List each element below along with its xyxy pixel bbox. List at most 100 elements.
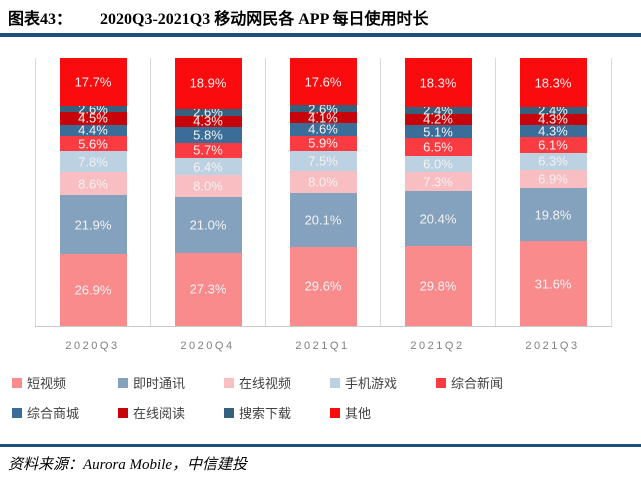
legend-swatch: [330, 377, 340, 388]
segment-label: 6.9%: [538, 171, 568, 187]
bar-segment-在线视频: 8.0%: [289, 171, 357, 193]
bar-segment-其他: 18.3%: [404, 58, 472, 108]
legend-label: 在线阅读: [133, 406, 186, 421]
bar-segment-即时通讯: 21.9%: [59, 195, 127, 254]
bar-segment-手机游戏: 6.0%: [404, 155, 472, 172]
bar-segment-综合商城: 4.4%: [59, 122, 127, 138]
category-column: 29.6% 20.1% 8.0% 7.5% 5.9% 4.6% 4.1% 2.6% 17.6%: [265, 58, 380, 326]
x-axis-label: 2020Q4: [180, 340, 235, 352]
bar-segment-即时通讯: 20.1%: [289, 192, 357, 247]
bar-segment-即时通讯: 20.4%: [404, 191, 472, 247]
legend-swatch: [224, 407, 234, 418]
bar-segment-手机游戏: 7.8%: [59, 151, 127, 173]
segment-label: 6.0%: [423, 156, 453, 172]
legend-item-搜索下载: 搜索下载: [224, 403, 330, 422]
legend-label: 综合新闻: [451, 376, 504, 391]
segment-label: 29.8%: [419, 278, 457, 294]
segment-label: 4.1%: [308, 110, 338, 126]
figure-title: 图表43： 2020Q3-2021Q3 移动网民各 APP 每日使用时长: [0, 0, 641, 29]
legend-item-手机游戏: 手机游戏: [330, 373, 436, 392]
bar-segment-即时通讯: 19.8%: [519, 188, 587, 242]
bar-segment-在线视频: 6.9%: [519, 169, 587, 189]
stacked-bar: 31.6% 19.8% 6.9% 6.3% 6.1% 4.3% 4.3% 2.4% 18.3%: [519, 58, 587, 326]
segment-label: 21.0%: [189, 217, 227, 233]
segment-label: 20.1%: [304, 212, 342, 228]
legend-item-即时通讯: 即时通讯: [118, 373, 224, 392]
segment-label: 19.8%: [534, 207, 572, 223]
segment-label: 21.9%: [74, 217, 112, 233]
source-note: 资料来源：Aurora Mobile，中信建投: [8, 457, 248, 473]
segment-label: 4.3%: [538, 123, 568, 139]
segment-label: 18.3%: [419, 75, 457, 91]
segment-label: 4.5%: [78, 110, 108, 126]
legend-label: 搜索下载: [239, 406, 292, 421]
segment-label: 5.8%: [193, 127, 223, 143]
bar-segment-手机游戏: 7.5%: [289, 151, 357, 172]
bar-segment-在线视频: 7.3%: [404, 171, 472, 192]
legend-swatch: [118, 407, 128, 418]
segment-label: 5.7%: [193, 142, 223, 158]
x-axis-labels: 2020Q3 2020Q4 2021Q1 2021Q2 2021Q3: [35, 340, 612, 352]
segment-label: 2.6%: [308, 101, 338, 117]
segment-label: 5.9%: [308, 135, 338, 151]
legend-swatch: [12, 407, 22, 418]
segment-label: 8.0%: [193, 178, 223, 194]
footer-divider: [0, 444, 641, 447]
segment-label: 6.4%: [193, 159, 223, 175]
bar-segment-综合商城: 4.6%: [289, 121, 357, 137]
legend-item-在线视频: 在线视频: [224, 373, 330, 392]
legend-swatch: [12, 377, 22, 388]
legend-item-综合新闻: 综合新闻: [436, 373, 542, 392]
bar-segment-手机游戏: 6.4%: [174, 158, 242, 176]
x-axis-label: 2020Q3: [65, 340, 120, 352]
figure-number: 图表43：: [8, 11, 73, 28]
segment-label: 4.2%: [423, 111, 453, 127]
stacked-bar: 26.9% 21.9% 8.6% 7.8% 5.6% 4.4% 4.5% 2.6% 17.7%: [59, 58, 127, 326]
bar-segment-搜索下载: 2.6%: [59, 102, 127, 115]
segment-label: 2.6%: [193, 104, 223, 120]
bar-segment-搜索下载: 2.4%: [404, 104, 472, 117]
plot-area: 26.9% 21.9% 8.6% 7.8% 5.6% 4.4% 4.5% 2.6% 17.7% 2…: [35, 58, 612, 327]
bar-segment-在线阅读: 4.3%: [519, 113, 587, 126]
segment-label: 18.9%: [189, 75, 227, 91]
x-axis-label: 2021Q3: [525, 340, 580, 352]
bar-segment-搜索下载: 2.6%: [174, 104, 242, 120]
bar-segment-在线视频: 8.6%: [59, 172, 127, 196]
segment-label: 8.0%: [308, 174, 338, 190]
legend-item-其他: 其他: [330, 403, 436, 422]
bar-segment-即时通讯: 21.0%: [174, 196, 242, 253]
bar-segment-综合商城: 4.3%: [519, 123, 587, 139]
bar-segment-手机游戏: 6.3%: [519, 152, 587, 170]
category-column: 29.8% 20.4% 7.3% 6.0% 6.5% 5.1% 4.2% 2.4% 18.3%: [380, 58, 495, 326]
bar-segment-在线阅读: 4.3%: [174, 115, 242, 128]
legend-label: 短视频: [27, 376, 67, 391]
legend-label: 综合商城: [27, 406, 80, 421]
segment-label: 7.8%: [78, 154, 108, 170]
bar-segment-综合新闻: 6.1%: [519, 136, 587, 153]
bar-segment-综合新闻: 5.6%: [59, 136, 127, 152]
segment-label: 26.9%: [74, 282, 112, 298]
segment-label: 5.1%: [423, 124, 453, 140]
segment-label: 18.3%: [534, 75, 572, 91]
segment-label: 17.6%: [304, 74, 342, 90]
segment-label: 4.4%: [78, 122, 108, 138]
segment-label: 27.3%: [189, 281, 227, 297]
segment-label: 4.6%: [308, 121, 338, 137]
legend-item-在线阅读: 在线阅读: [118, 403, 224, 422]
segment-label: 2.6%: [78, 101, 108, 117]
segment-label: 8.6%: [78, 176, 108, 192]
legend-swatch: [436, 377, 446, 388]
bar-segment-在线阅读: 4.1%: [289, 110, 357, 126]
bar-segment-综合商城: 5.1%: [404, 124, 472, 140]
legend-item-短视频: 短视频: [12, 373, 118, 392]
bar-segment-综合新闻: 5.9%: [289, 135, 357, 152]
bar-segment-搜索下载: 2.4%: [519, 104, 587, 117]
legend-label: 在线视频: [239, 376, 292, 391]
segment-label: 29.6%: [304, 278, 342, 294]
x-axis-label: 2021Q2: [410, 340, 465, 352]
title-divider: [0, 33, 641, 37]
bar-segment-其他: 18.9%: [174, 58, 242, 109]
segment-label: 7.3%: [423, 174, 453, 190]
chart-legend: 短视频 即时通讯 在线视频 手机游戏 综合新闻综合商城 在线阅读 搜索下载 其他: [12, 373, 612, 422]
